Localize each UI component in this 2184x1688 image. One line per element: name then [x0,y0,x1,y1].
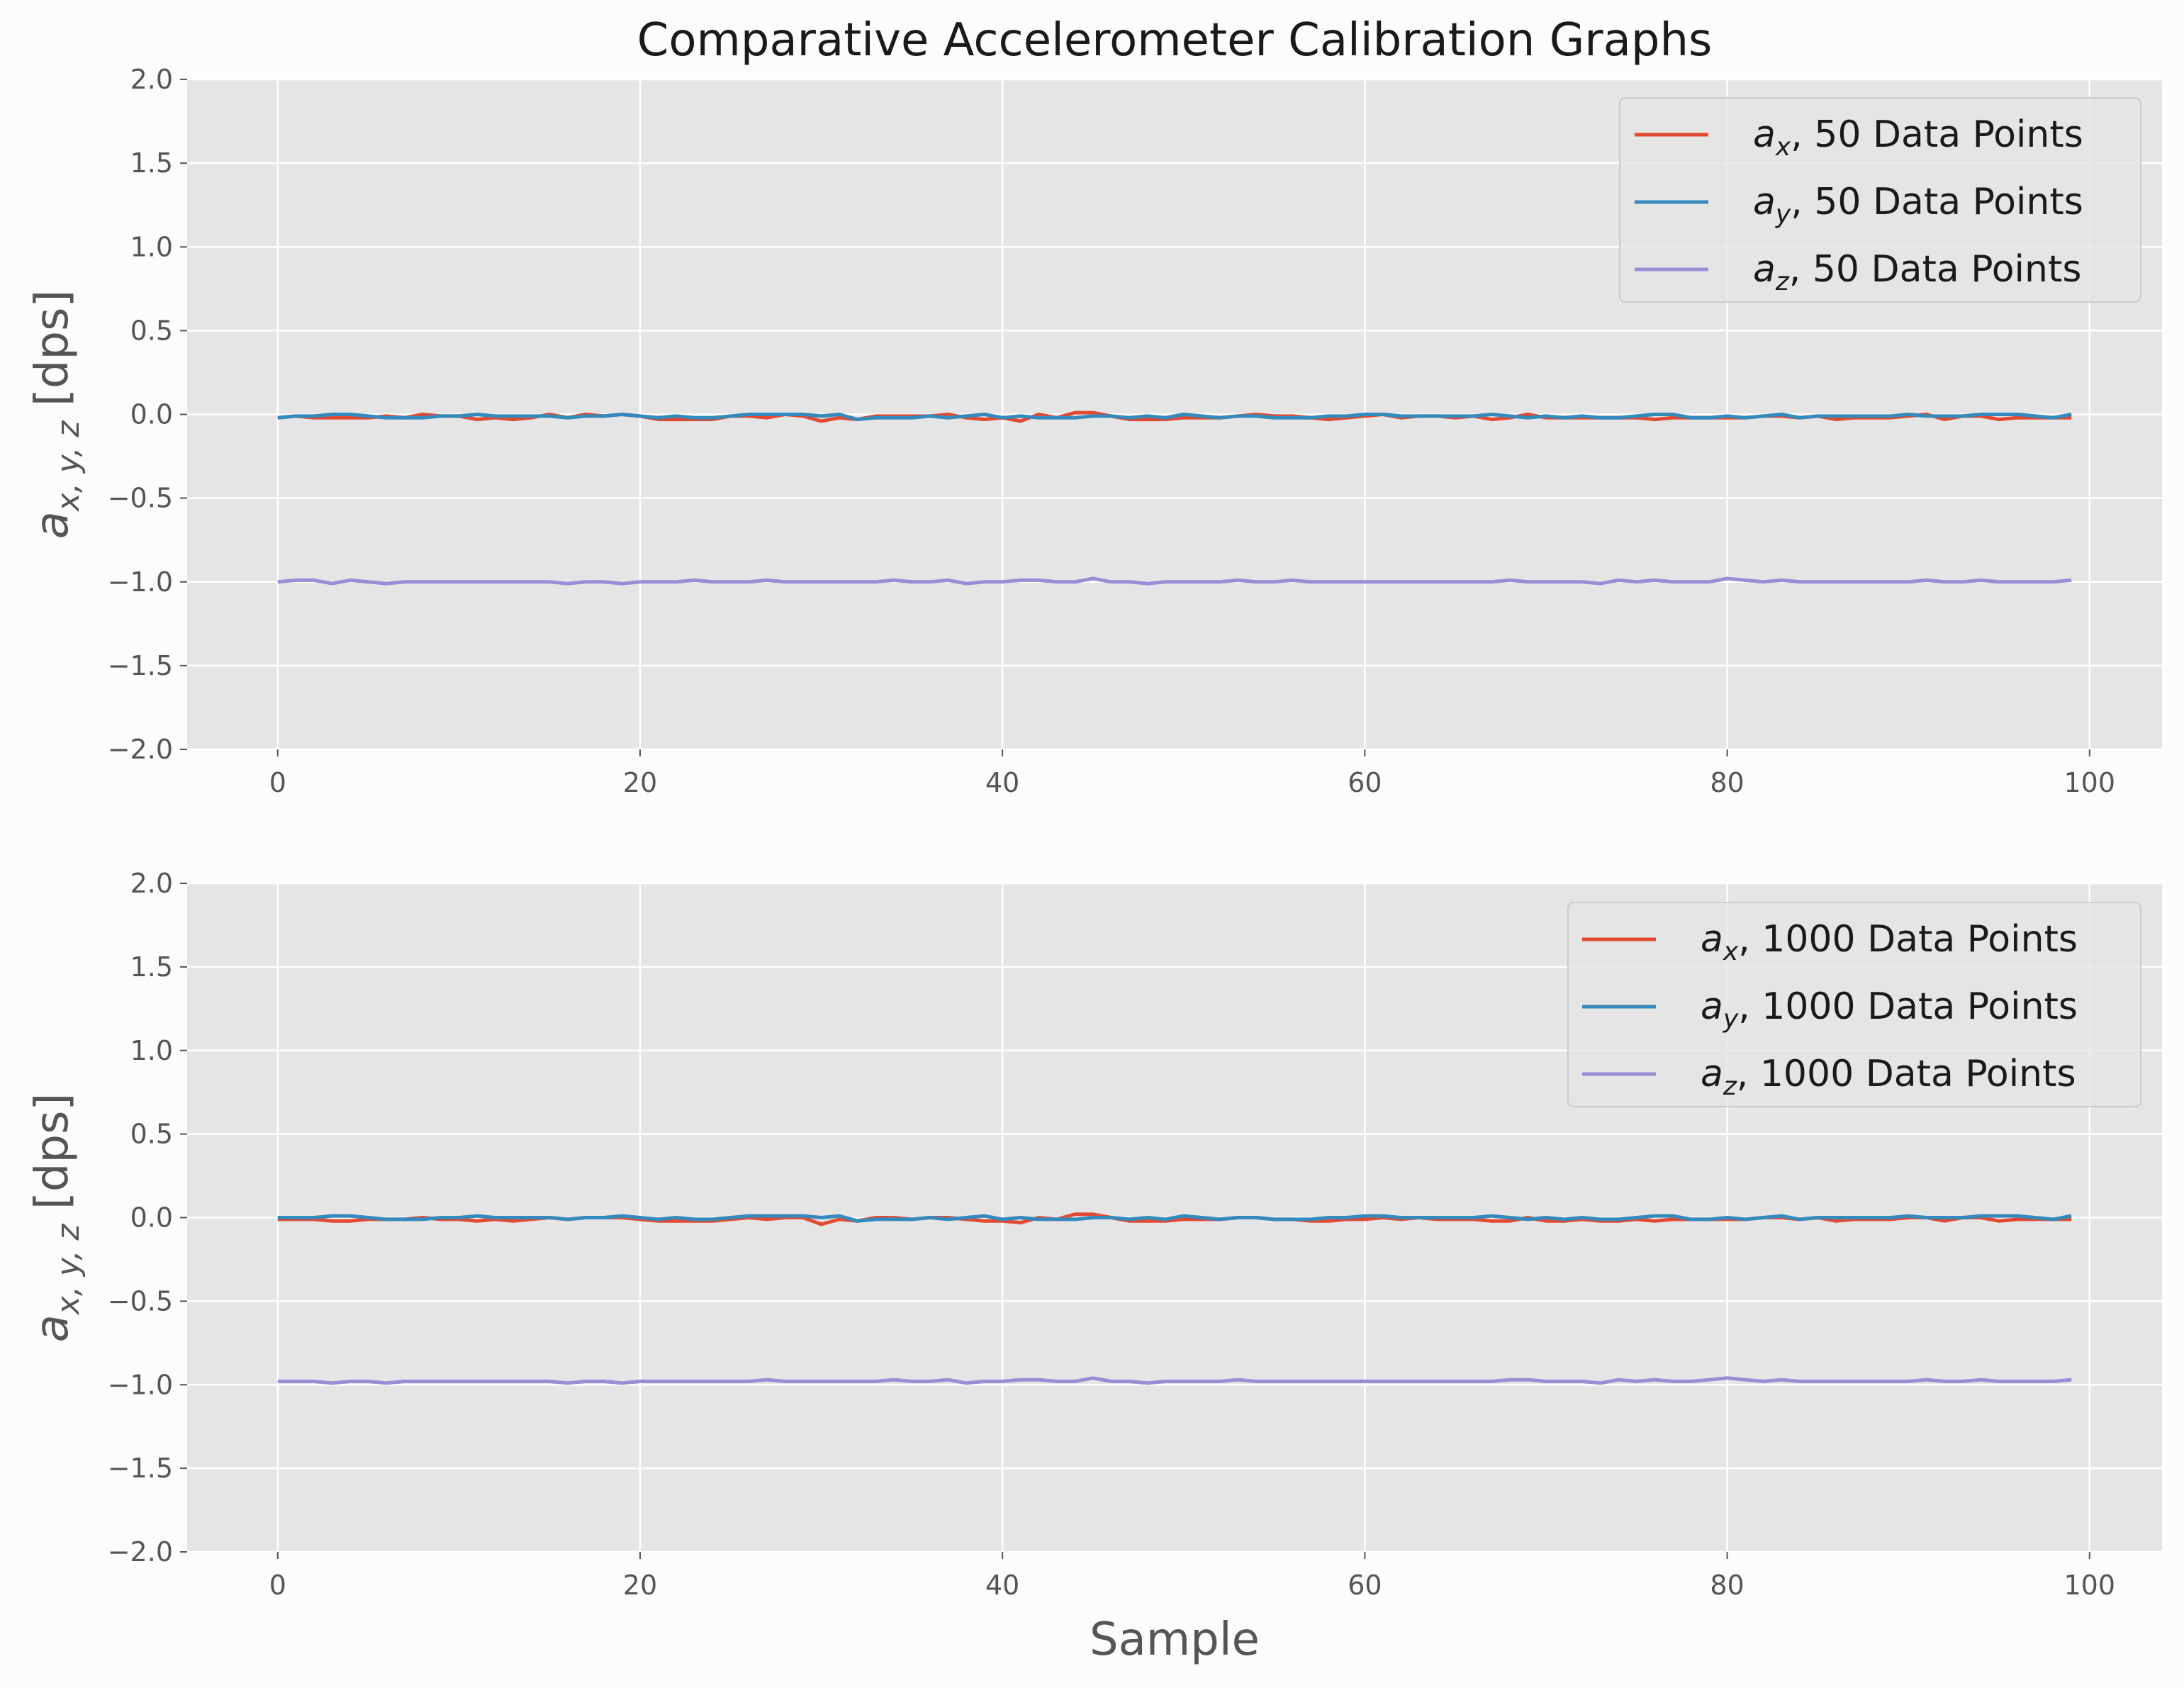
y-tick-label: 1.5 [130,951,173,983]
series-line-az [277,576,2072,586]
legend-label-ay: ay, 50 Data Points [1753,181,2083,229]
y-tick-label: 0.5 [130,1119,173,1150]
y-tick-label: −0.5 [108,1285,173,1317]
x-tick-label: 60 [1348,767,1382,798]
y-tick-label: −0.5 [108,483,173,514]
x-tick-label: 100 [2063,1570,2115,1601]
series-line-az [277,1376,2072,1385]
y-tick-label: 2.0 [130,868,173,899]
y-tick-label: −2.0 [108,1536,173,1567]
legend-label-az: az, 50 Data Points [1753,248,2081,296]
y-tick-label: −1.0 [108,1369,173,1400]
legend-label-ax: ax, 1000 Data Points [1701,918,2078,966]
x-tick-label: 80 [1710,767,1744,798]
y-tick-label: −1.5 [108,1453,173,1484]
y-tick-label: −1.5 [108,650,173,681]
series-line-ay [277,413,2072,422]
y-tick-label: 1.0 [130,231,173,262]
y-tick-label: 1.0 [130,1035,173,1066]
x-axis-label: Sample [1090,1614,1260,1666]
x-tick-label: 40 [985,1570,1019,1601]
y-tick-label: −2.0 [108,734,173,765]
y-tick-label: −1.0 [108,566,173,598]
x-tick-label: 20 [623,1570,657,1601]
x-tick-label: 100 [2063,767,2115,798]
x-tick-label: 20 [623,767,657,798]
top-panel: 0 20 40 60 80 100 −2.0 −1.5 −1.0 −0.5 0.0 0.5 1.0 1.5… [26,64,2162,798]
x-tick-label: 80 [1710,1570,1744,1601]
x-tick-label: 60 [1348,1570,1382,1601]
y-tick-label: 1.5 [130,147,173,179]
bottom-panel: 0 20 40 60 80 100 −2.0 −1.5 −1.0 −0.5 0.0 0.5 1.0 1.5… [26,868,2162,1601]
legend-label-ay: ay, 1000 Data Points [1701,985,2078,1034]
y-axis-label: ax, y, z [dps] [26,1093,86,1343]
series-line-ay [277,1214,2072,1223]
y-tick-label: 2.0 [130,64,173,95]
legend-box [1567,902,2141,1107]
y-tick-label: 0.5 [130,315,173,346]
x-tick-label: 40 [985,767,1019,798]
legend-box [1619,97,2141,303]
legend-label-ax: ax, 50 Data Points [1753,113,2083,162]
y-tick-label: 0.0 [130,399,173,430]
chart-title: Comparative Accelerometer Calibration Gr… [637,14,1713,67]
y-axis-label: ax, y, z [dps] [26,290,86,540]
y-tick-label: 0.0 [130,1202,173,1234]
legend-label-az: az, 1000 Data Points [1701,1053,2076,1101]
x-tick-label: 0 [269,767,286,798]
x-tick-label: 0 [269,1570,286,1601]
